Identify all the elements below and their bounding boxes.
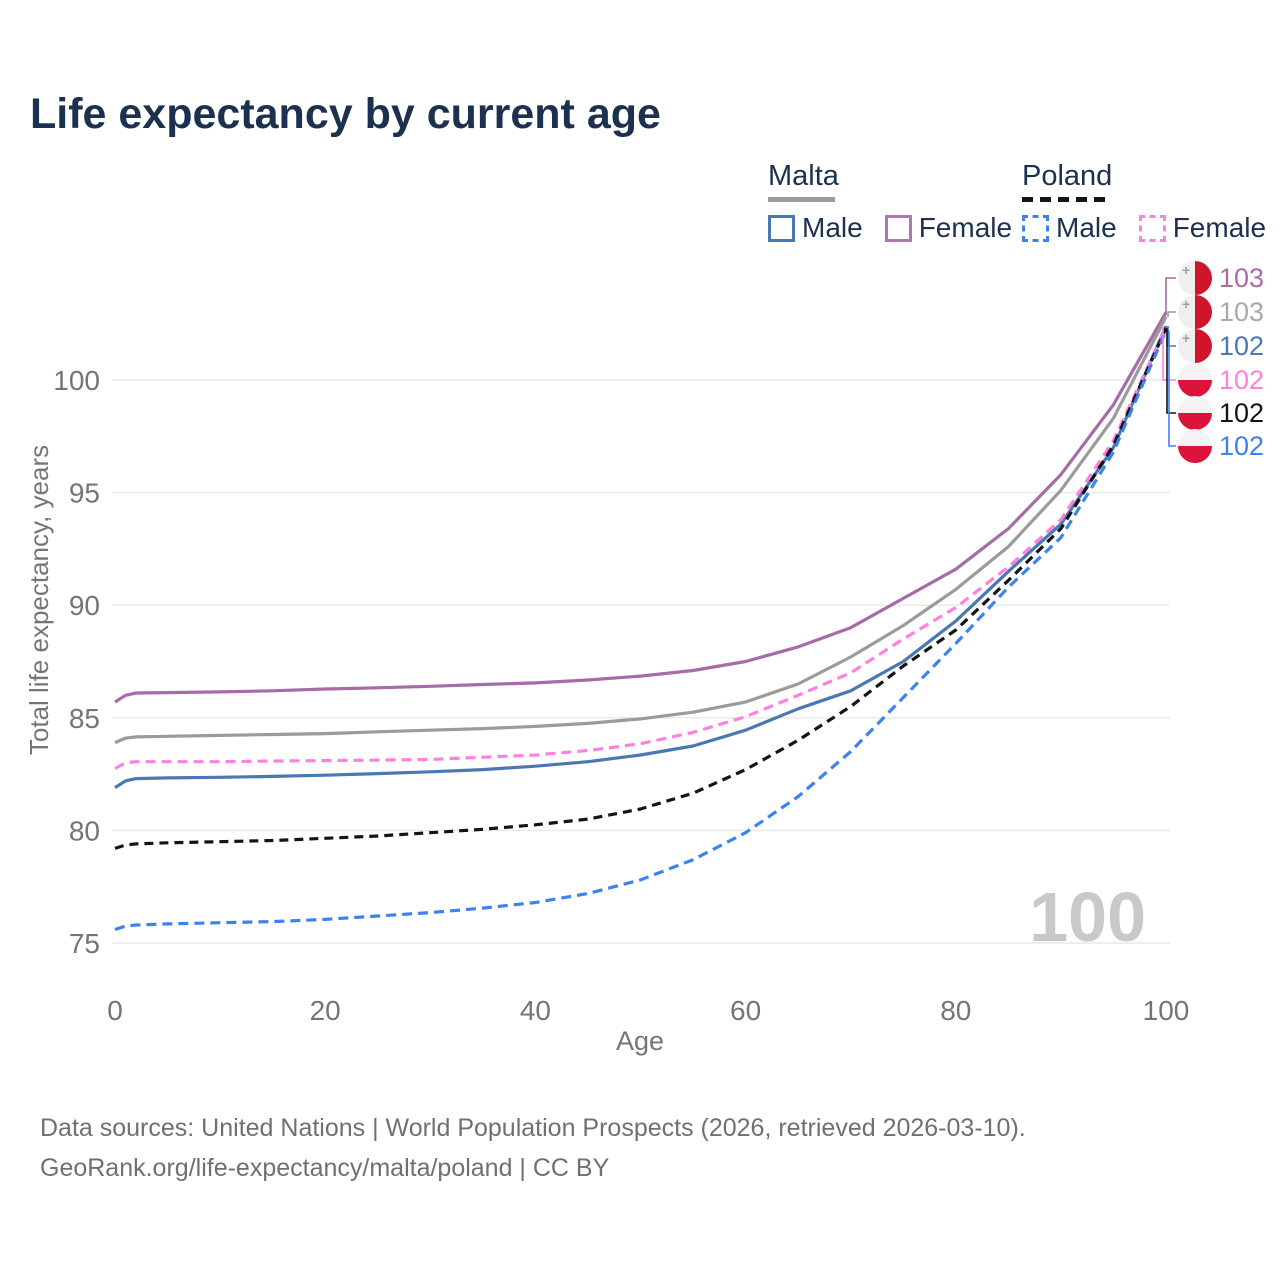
series-line-poland-female bbox=[114, 326, 1168, 770]
poland-flag-icon bbox=[1178, 396, 1212, 430]
series-line-malta bbox=[114, 316, 1168, 745]
george-cross-icon: + bbox=[1182, 262, 1191, 278]
end-label-row: 102 bbox=[1178, 429, 1264, 463]
legend-group-malta: Malta Male Female bbox=[768, 160, 1012, 244]
y-tick-85: 85 bbox=[69, 703, 100, 734]
end-label-row: 102 bbox=[1178, 396, 1264, 430]
legend-item-malta-female[interactable]: Female bbox=[884, 212, 1013, 244]
connector-poland bbox=[1166, 328, 1176, 414]
legend-country-malta: Malta bbox=[768, 160, 839, 192]
end-label-connectors bbox=[1162, 277, 1176, 447]
gridlines bbox=[112, 379, 1170, 944]
legend-line-sample-malta bbox=[768, 197, 835, 202]
y-tick-95: 95 bbox=[69, 478, 100, 509]
end-label-row: +103 bbox=[1178, 295, 1264, 329]
legend-swatch-poland-male bbox=[1022, 214, 1049, 242]
legend-label-poland-male: Male bbox=[1056, 212, 1117, 243]
y-tick-90: 90 bbox=[69, 590, 100, 621]
poland-flag-icon bbox=[1178, 429, 1212, 463]
legend-group-poland: Poland Male Female bbox=[1022, 160, 1266, 244]
footer-sources: Data sources: United Nations | World Pop… bbox=[40, 1114, 1026, 1142]
legend-line-sample-poland bbox=[1022, 197, 1105, 202]
malta-flag-icon: + bbox=[1178, 329, 1212, 363]
y-tick-100: 100 bbox=[53, 365, 100, 396]
legend-country-poland: Poland bbox=[1022, 160, 1113, 192]
end-label-value: 103 bbox=[1219, 297, 1265, 327]
legend-label-malta-male: Male bbox=[802, 212, 863, 243]
connector-poland-female bbox=[1162, 327, 1176, 381]
series-line-malta-male bbox=[114, 325, 1168, 789]
x-tick-40: 40 bbox=[520, 995, 551, 1026]
end-label-value: 102 bbox=[1219, 431, 1265, 461]
x-tick-20: 20 bbox=[310, 995, 341, 1026]
x-axis-tick-labels: 0 20 40 60 80 100 bbox=[107, 995, 1189, 1026]
george-cross-icon: + bbox=[1182, 330, 1191, 346]
y-tick-75: 75 bbox=[69, 928, 100, 959]
legend-swatch-poland-female bbox=[1138, 214, 1166, 242]
end-label-value: 102 bbox=[1219, 365, 1265, 395]
series-line-malta-female bbox=[114, 311, 1168, 704]
series-lines bbox=[114, 311, 1168, 932]
y-axis-tick-labels: 75 80 85 90 95 100 bbox=[53, 365, 100, 959]
x-tick-60: 60 bbox=[730, 995, 761, 1026]
end-label-row: 102 bbox=[1178, 363, 1264, 397]
connector-poland-male bbox=[1168, 330, 1176, 447]
legend-item-malta-male[interactable]: Male bbox=[768, 212, 863, 244]
connector-malta bbox=[1167, 311, 1176, 317]
x-tick-0: 0 bbox=[107, 995, 123, 1026]
series-line-poland-male bbox=[114, 329, 1168, 932]
legend-swatch-malta-male bbox=[768, 214, 795, 242]
end-label-value: 102 bbox=[1219, 331, 1265, 361]
malta-flag-icon: + bbox=[1178, 261, 1212, 295]
legend-items-malta: Male Female bbox=[768, 212, 1012, 244]
end-label-row: +103 bbox=[1178, 261, 1264, 295]
y-tick-80: 80 bbox=[69, 815, 100, 846]
george-cross-icon: + bbox=[1182, 296, 1191, 312]
end-label-value: 103 bbox=[1219, 263, 1265, 293]
page-title: Life expectancy by current age bbox=[30, 90, 661, 138]
legend-swatch-malta-female bbox=[884, 214, 912, 242]
connector-malta-female bbox=[1165, 277, 1176, 313]
series-line-poland bbox=[114, 327, 1168, 850]
legend-label-poland-female: Female bbox=[1172, 212, 1267, 243]
malta-flag-icon: + bbox=[1178, 295, 1212, 329]
legend-label-malta-female: Female bbox=[918, 212, 1013, 243]
y-axis-title: Total life expectancy, years bbox=[24, 445, 54, 755]
footer-attribution: GeoRank.org/life-expectancy/malta/poland… bbox=[40, 1154, 610, 1182]
poland-flag-icon bbox=[1178, 363, 1212, 397]
x-tick-100: 100 bbox=[1143, 995, 1190, 1026]
legend-item-poland-male[interactable]: Male bbox=[1022, 212, 1117, 244]
watermark-100: 100 bbox=[1029, 878, 1146, 956]
legend-item-poland-female[interactable]: Female bbox=[1138, 212, 1267, 244]
x-axis-title: Age bbox=[616, 1026, 664, 1056]
x-tick-80: 80 bbox=[940, 995, 971, 1026]
legend-items-poland: Male Female bbox=[1022, 212, 1266, 244]
end-label-row: +102 bbox=[1178, 329, 1264, 363]
end-label-value: 102 bbox=[1219, 398, 1265, 428]
footer: Data sources: United Nations | World Pop… bbox=[40, 1108, 1026, 1188]
connector-malta-male bbox=[1167, 325, 1176, 347]
